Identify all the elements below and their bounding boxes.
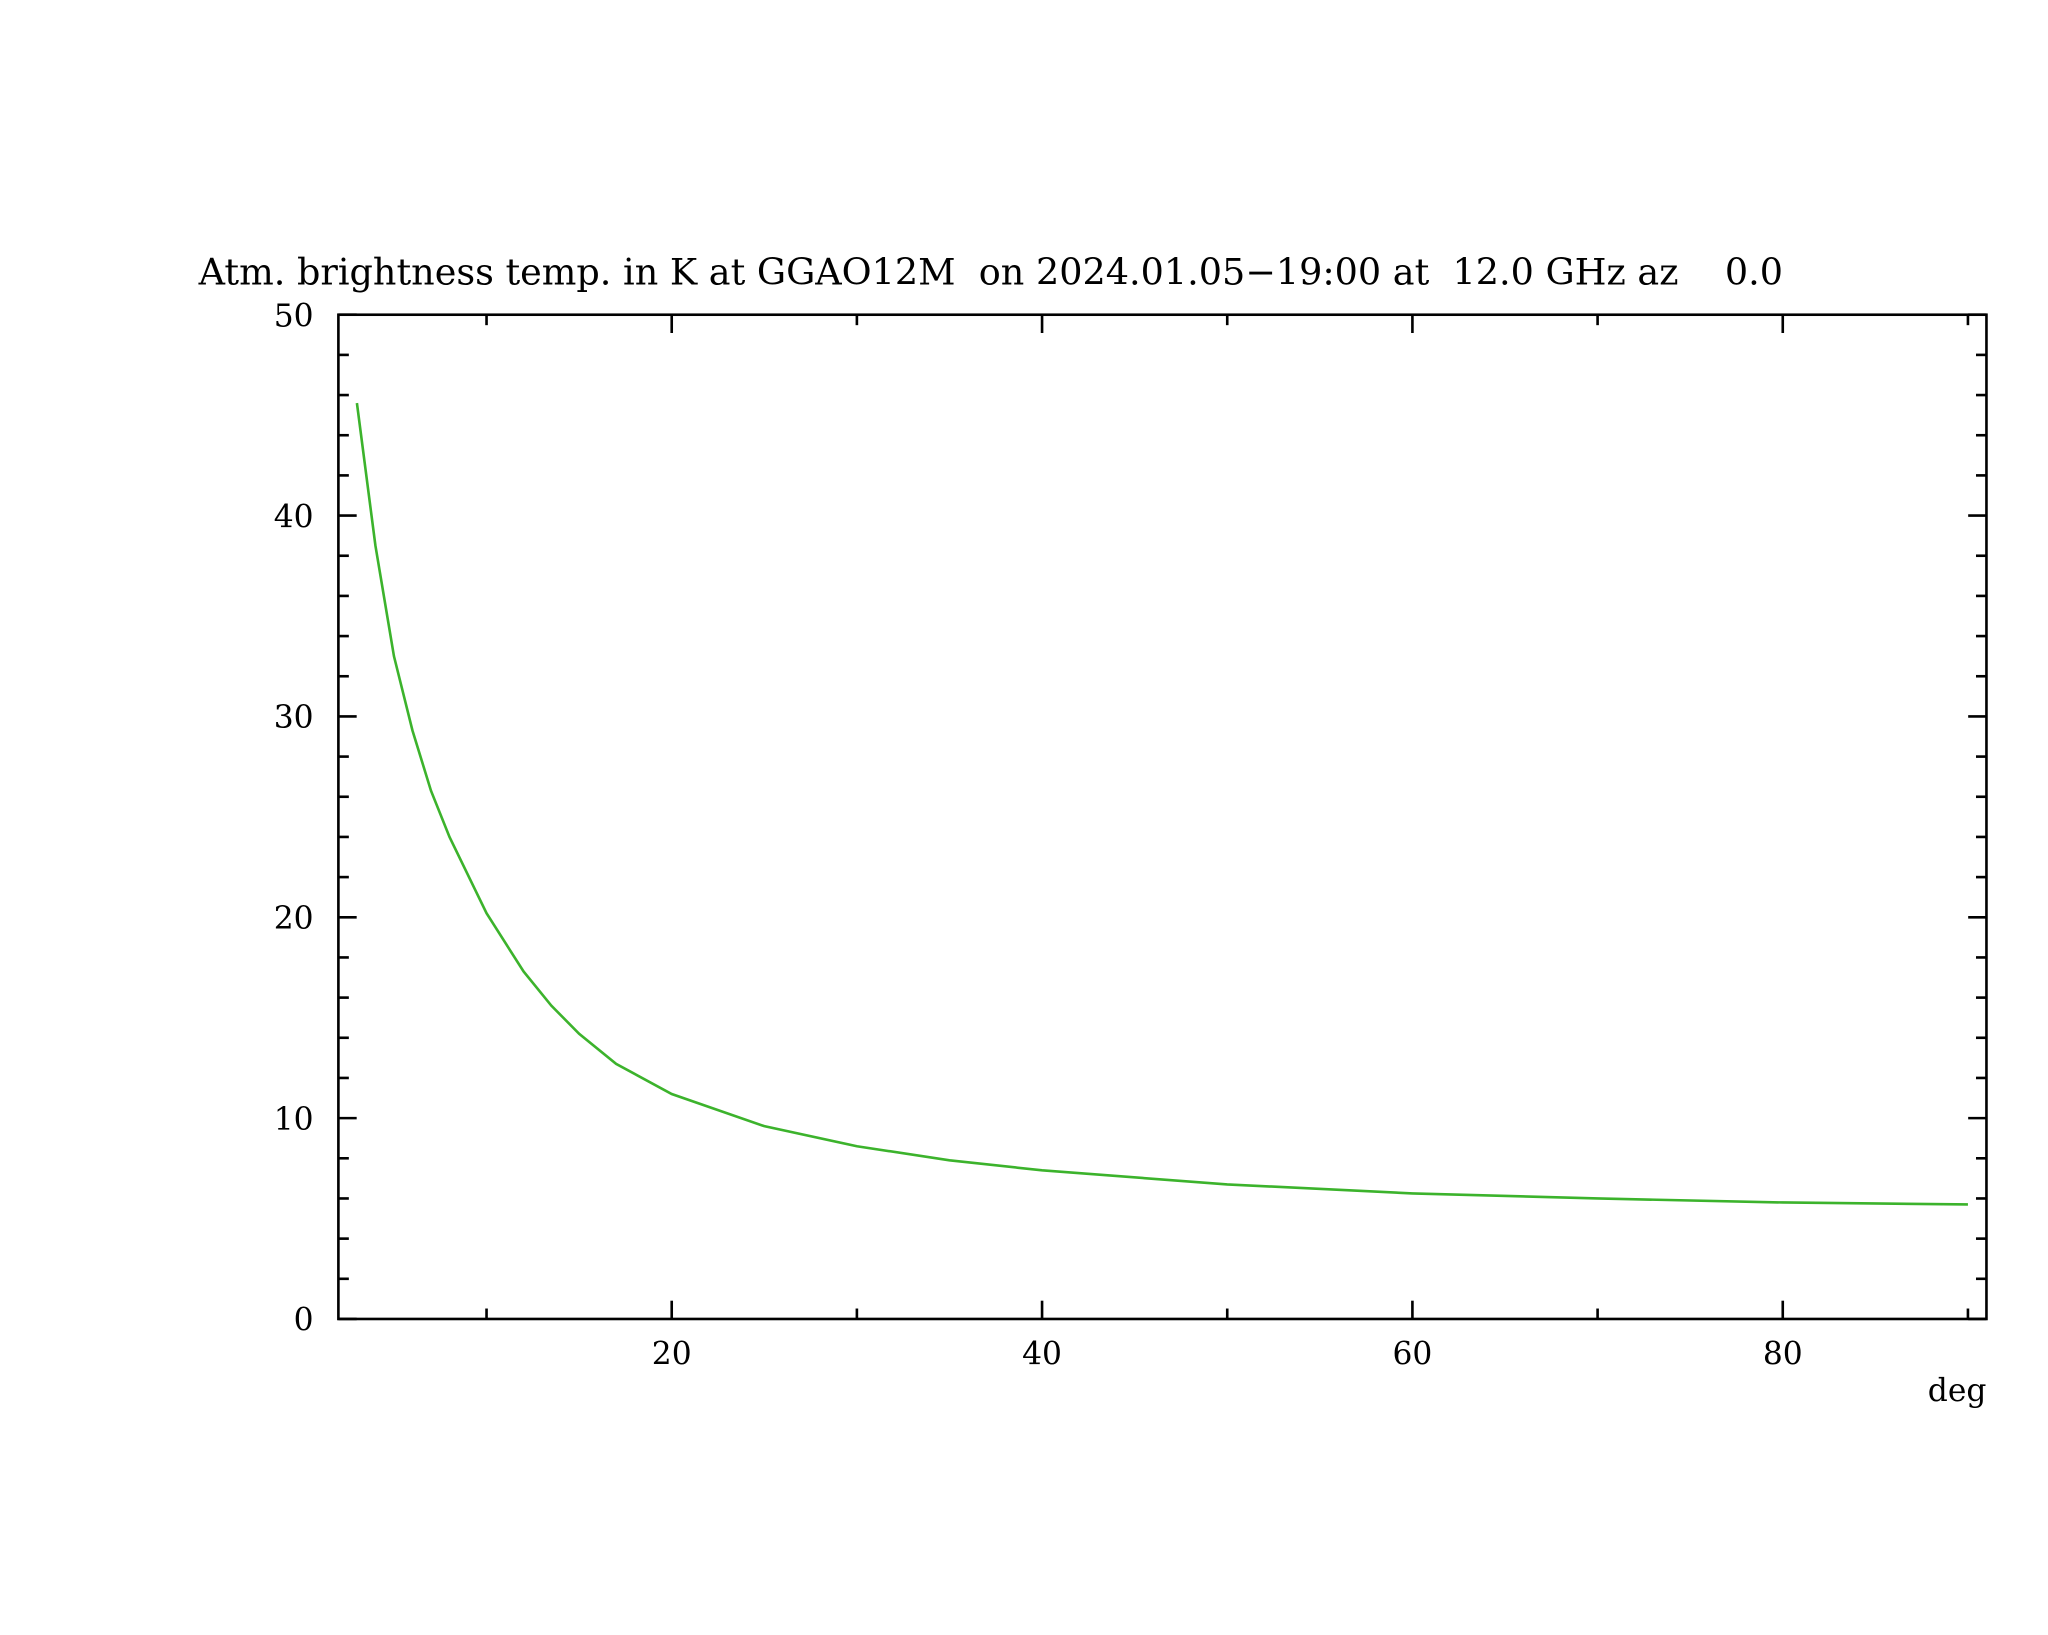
- y-tick-label: 10: [274, 1102, 314, 1138]
- y-tick-label: 20: [274, 901, 314, 937]
- y-tick-label: 0: [294, 1303, 314, 1339]
- x-tick-label: 40: [1022, 1337, 1062, 1373]
- x-axis-label: deg: [1928, 1373, 1987, 1409]
- x-tick-label: 80: [1763, 1337, 1803, 1373]
- y-tick-label: 50: [274, 298, 314, 334]
- plot-frame: [337, 313, 1988, 1321]
- y-tick-label: 40: [274, 499, 314, 535]
- data-line: [355, 402, 1968, 1206]
- chart-title: Atm. brightness temp. in K at GGAO12M on…: [198, 251, 1783, 294]
- x-tick-label: 60: [1392, 1337, 1432, 1373]
- x-tick-label: 20: [652, 1337, 692, 1373]
- y-tick-label: 30: [274, 700, 314, 736]
